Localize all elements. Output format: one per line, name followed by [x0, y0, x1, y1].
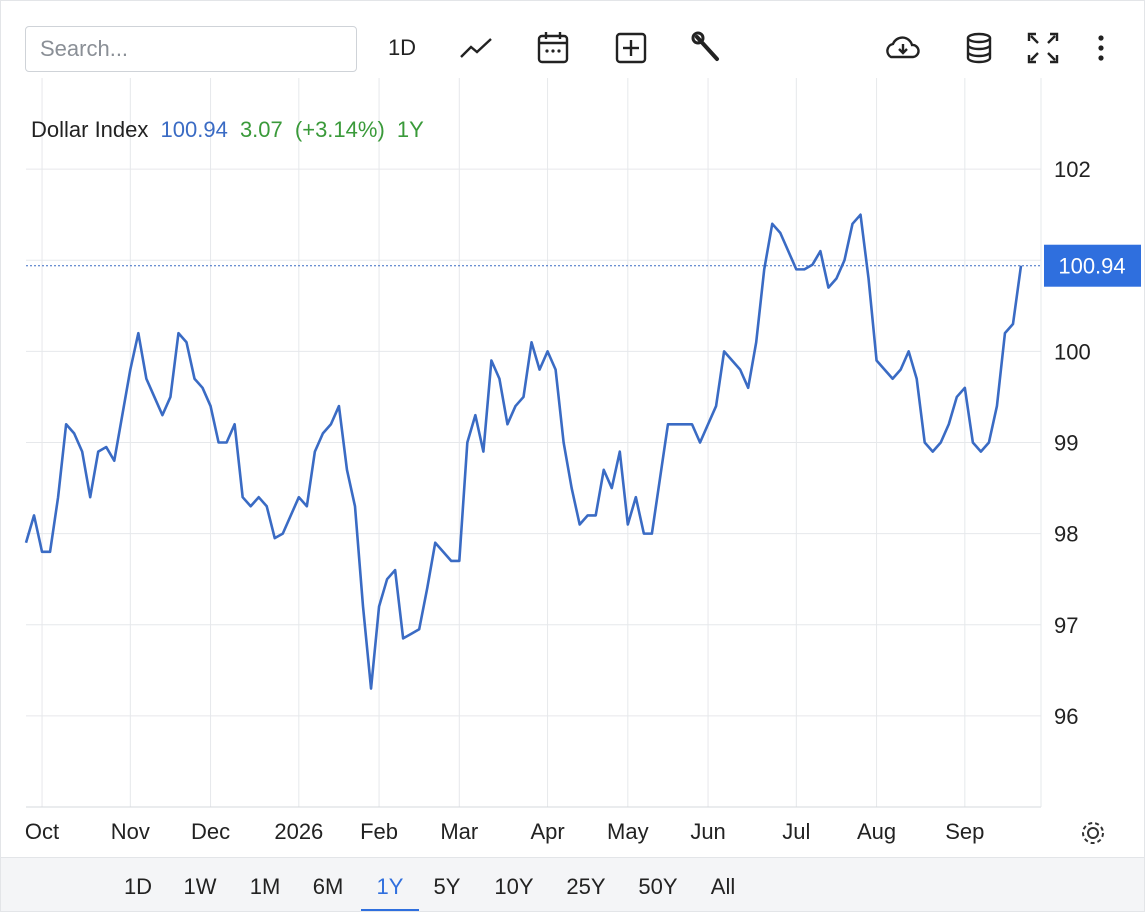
- add-icon[interactable]: [611, 27, 651, 69]
- range-button[interactable]: 1D: [123, 874, 153, 899]
- x-tick-label: Mar: [440, 819, 478, 844]
- range-button[interactable]: 1M: [249, 874, 281, 899]
- data-icon[interactable]: [959, 27, 999, 69]
- settings-tool-icon[interactable]: [687, 27, 727, 69]
- y-tick-label: 100: [1054, 339, 1091, 364]
- x-tick-label: May: [607, 819, 649, 844]
- range-button[interactable]: 6M: [312, 874, 344, 899]
- price-line: [24, 213, 1023, 690]
- range-button[interactable]: 50Y: [638, 874, 678, 899]
- download-icon[interactable]: [881, 27, 925, 69]
- range-button[interactable]: 10Y: [494, 874, 534, 899]
- chart-title: Dollar Index: [31, 117, 148, 142]
- chart-header: Dollar Index 100.94 3.07 (+3.14%) 1Y: [31, 117, 424, 142]
- search-input[interactable]: Search...: [25, 26, 357, 72]
- x-tick-label: Apr: [530, 819, 564, 844]
- x-tick-label: Jul: [782, 819, 810, 844]
- chart: 96 97 98 99 100 101 102 Oct Nov Dec 2026 Feb Mar Apr M…: [24, 78, 1141, 844]
- y-tick-label: 96: [1054, 704, 1078, 729]
- y-tick-label: 102: [1054, 157, 1091, 182]
- last-price-box: [1044, 244, 1141, 287]
- range-button[interactable]: 1W: [183, 874, 217, 899]
- y-tick-label: 98: [1054, 522, 1078, 547]
- x-tick-label: Jun: [690, 819, 725, 844]
- change: 3.07: [240, 117, 283, 142]
- chart-type-icon[interactable]: [457, 27, 497, 69]
- x-tick-label: Aug: [857, 819, 896, 844]
- plot: 96 97 98 99 100 101 102 Oct Nov Dec 2026 Feb Mar Apr M…: [24, 78, 1141, 844]
- period: 1Y: [397, 117, 424, 142]
- last-price-label: 100.94: [1058, 254, 1125, 279]
- y-tick-label: 99: [1054, 431, 1078, 456]
- axis-settings-icon[interactable]: [1077, 817, 1109, 849]
- interval-button[interactable]: 1D: [387, 35, 417, 60]
- calendar-icon[interactable]: [533, 27, 573, 69]
- range-button[interactable]: All: [710, 874, 736, 899]
- x-tick-label: Sep: [945, 819, 984, 844]
- y-tick-label: 97: [1054, 613, 1078, 638]
- range-button[interactable]: 25Y: [566, 874, 606, 899]
- fullscreen-icon[interactable]: [1023, 27, 1063, 69]
- x-tick-label: Oct: [25, 819, 59, 844]
- x-tick-label: Feb: [360, 819, 398, 844]
- range-button[interactable]: 5Y: [433, 874, 461, 899]
- x-tick-label: 2026: [274, 819, 323, 844]
- range-button[interactable]: 1Y: [361, 858, 419, 911]
- x-tick-label: Dec: [191, 819, 230, 844]
- last-price: 100.94: [161, 117, 228, 142]
- x-tick-label: Nov: [111, 819, 150, 844]
- range-bar: 1D 1W 1M 6M 1Y 5Y 10Y 25Y 50Y All: [1, 857, 1144, 911]
- y-tick-label: 101: [1054, 248, 1091, 273]
- menu-icon[interactable]: [1083, 27, 1119, 69]
- change-percent: (+3.14%): [295, 117, 385, 142]
